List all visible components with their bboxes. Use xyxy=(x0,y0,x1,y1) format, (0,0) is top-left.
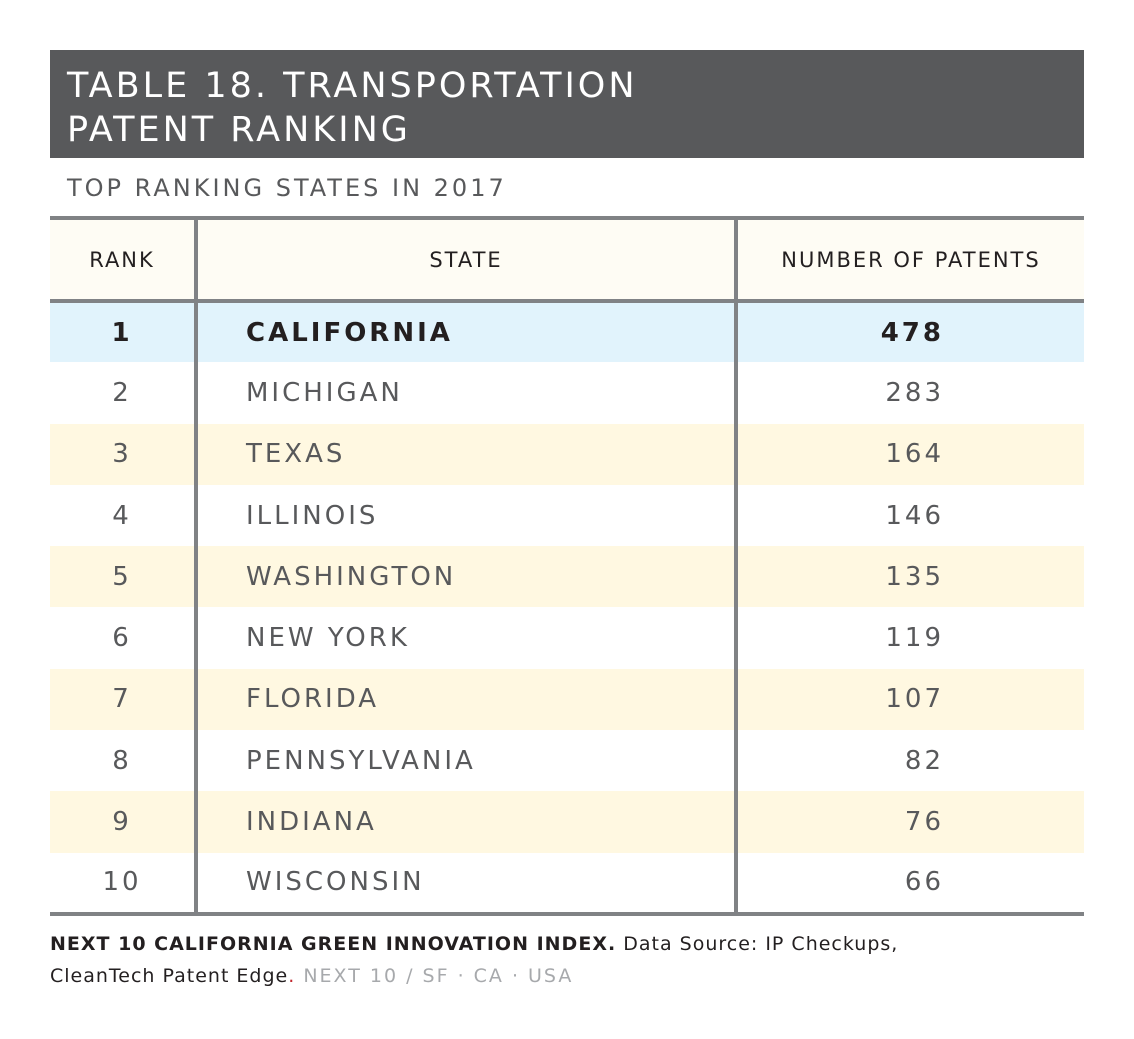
table-row: 6 NEW YORK 119 xyxy=(50,607,1084,669)
footer-source: Data Source: IP Checkups, xyxy=(616,933,899,955)
source-footer: NEXT 10 CALIFORNIA GREEN INNOVATION INDE… xyxy=(50,928,1084,992)
rank-cell: 5 xyxy=(112,561,132,592)
table-row: 2 MICHIGAN 283 xyxy=(50,362,1084,424)
rank-cell: 6 xyxy=(112,623,132,654)
title-line-1: TABLE 18. TRANSPORTATION xyxy=(67,66,638,106)
rank-cell: 1 xyxy=(111,317,133,348)
rank-cell: 8 xyxy=(112,745,132,776)
state-cell: PENNSYLVANIA xyxy=(194,730,736,792)
table-row: 3 TEXAS 164 xyxy=(50,423,1084,485)
column-header-patents: NUMBER OF PATENTS xyxy=(734,216,1084,303)
state-cell: INDIANA xyxy=(194,791,736,853)
title-line-2: PATENT RANKING xyxy=(67,110,411,150)
ranking-table-container: RANK STATE NUMBER OF PATENTS 1 CALIFORNI… xyxy=(50,216,1084,916)
patents-cell: 76 xyxy=(734,791,1084,853)
subtitle: TOP RANKING STATES IN 2017 xyxy=(67,174,507,202)
rank-cell: 3 xyxy=(112,439,132,470)
state-cell: MICHIGAN xyxy=(194,362,736,424)
column-header-rank: RANK xyxy=(50,216,196,303)
patents-cell: 119 xyxy=(734,607,1084,669)
header-row: RANK STATE NUMBER OF PATENTS xyxy=(50,216,1084,303)
table-row: 8 PENNSYLVANIA 82 xyxy=(50,730,1084,792)
state-cell: WASHINGTON xyxy=(194,546,736,608)
footer-period: . xyxy=(288,965,296,987)
table-row: 5 WASHINGTON 135 xyxy=(50,546,1084,608)
rank-cell: 2 xyxy=(112,377,132,408)
rank-cell: 7 xyxy=(112,684,132,715)
state-cell: WISCONSIN xyxy=(194,852,736,916)
patents-cell: 82 xyxy=(734,730,1084,792)
rank-cell: 4 xyxy=(112,500,132,531)
patents-cell: 146 xyxy=(734,484,1084,547)
ranking-table: RANK STATE NUMBER OF PATENTS 1 CALIFORNI… xyxy=(50,216,1084,916)
patents-cell: 478 xyxy=(734,301,1084,363)
state-cell: TEXAS xyxy=(194,423,736,485)
patents-cell: 66 xyxy=(734,852,1084,916)
table-row: 1 CALIFORNIA 478 xyxy=(50,301,1084,363)
patents-cell: 164 xyxy=(734,423,1084,485)
patents-cell: 135 xyxy=(734,546,1084,608)
state-cell: FLORIDA xyxy=(194,668,736,731)
state-cell: NEW YORK xyxy=(194,607,736,669)
table-row: 7 FLORIDA 107 xyxy=(50,668,1084,731)
rank-cell: 9 xyxy=(112,807,132,838)
patents-cell: 283 xyxy=(734,362,1084,424)
table-row: 9 INDIANA 76 xyxy=(50,791,1084,853)
state-cell: ILLINOIS xyxy=(194,484,736,547)
table-row: 10 WISCONSIN 66 xyxy=(50,852,1084,916)
footer-org: NEXT 10 / SF · CA · USA xyxy=(295,965,574,987)
footer-index-name: NEXT 10 CALIFORNIA GREEN INNOVATION INDE… xyxy=(50,933,617,955)
patents-cell: 107 xyxy=(734,668,1084,731)
footer-source-line2: CleanTech Patent Edge xyxy=(50,965,289,987)
state-cell: CALIFORNIA xyxy=(194,301,736,363)
table-row: 4 ILLINOIS 146 xyxy=(50,484,1084,547)
column-header-state: STATE xyxy=(194,216,736,303)
table-body: 1 CALIFORNIA 478 2 MICHIGAN 283 3 TEXAS … xyxy=(50,301,1084,916)
rank-cell: 10 xyxy=(50,852,196,916)
table-header: RANK STATE NUMBER OF PATENTS xyxy=(50,216,1084,303)
title-bar: TABLE 18. TRANSPORTATION PATENT RANKING xyxy=(50,50,1084,158)
